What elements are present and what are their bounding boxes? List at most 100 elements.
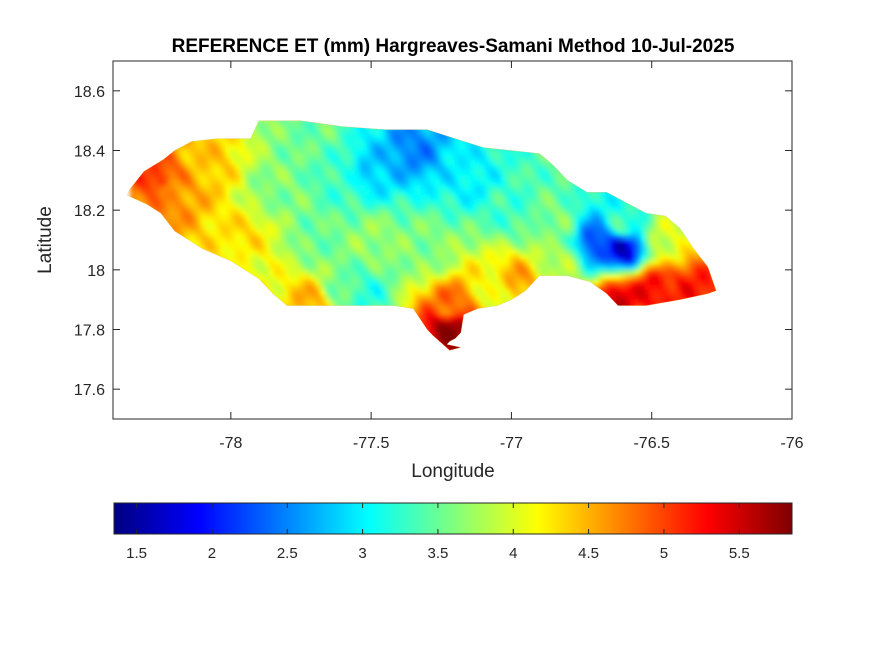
heatmap-cell bbox=[300, 240, 306, 246]
heatmap-cell bbox=[335, 300, 341, 306]
heatmap-cell bbox=[365, 275, 371, 281]
heatmap-cell bbox=[490, 190, 496, 196]
heatmap-cell bbox=[525, 165, 531, 171]
heatmap-cell bbox=[265, 280, 271, 286]
heatmap-cell bbox=[295, 225, 301, 231]
heatmap-cell bbox=[260, 215, 266, 221]
heatmap-cell bbox=[300, 220, 306, 226]
heatmap-cell bbox=[530, 265, 536, 271]
heatmap-cell bbox=[510, 250, 516, 256]
heatmap-cell bbox=[530, 225, 536, 231]
heatmap-cell bbox=[470, 230, 476, 236]
heatmap-cell bbox=[525, 240, 531, 246]
heatmap-cell bbox=[620, 225, 626, 231]
heatmap-cell bbox=[430, 220, 436, 226]
heatmap-cell bbox=[345, 215, 351, 221]
heatmap-cell bbox=[590, 260, 596, 266]
heatmap-cell bbox=[600, 205, 606, 211]
heatmap-cell bbox=[465, 200, 471, 206]
heatmap-cell bbox=[240, 170, 246, 176]
heatmap-cell bbox=[325, 255, 331, 261]
heatmap-cell bbox=[345, 240, 351, 246]
heatmap-cell bbox=[500, 265, 506, 271]
heatmap-cell bbox=[290, 155, 296, 161]
heatmap-cell bbox=[290, 295, 296, 301]
heatmap-cell bbox=[515, 160, 521, 166]
heatmap-cell bbox=[440, 150, 446, 156]
heatmap-cell bbox=[225, 185, 231, 191]
heatmap-cell bbox=[245, 240, 251, 246]
heatmap-cell bbox=[300, 125, 306, 131]
heatmap-cell bbox=[315, 295, 321, 301]
heatmap-cell bbox=[355, 275, 361, 281]
heatmap-cell bbox=[435, 270, 441, 276]
heatmap-cell bbox=[255, 235, 261, 241]
heatmap-cell bbox=[210, 160, 216, 166]
heatmap-cell bbox=[410, 250, 416, 256]
heatmap-cell bbox=[195, 185, 201, 191]
heatmap-cell bbox=[610, 270, 616, 276]
heatmap-cell bbox=[245, 220, 251, 226]
heatmap-cell bbox=[285, 220, 291, 226]
heatmap-cell bbox=[600, 220, 606, 226]
heatmap-cell bbox=[545, 180, 551, 186]
heatmap-cell bbox=[525, 215, 531, 221]
heatmap-cell bbox=[160, 160, 166, 166]
heatmap-cell bbox=[490, 225, 496, 231]
heatmap-cell bbox=[270, 210, 276, 216]
heatmap-cell bbox=[405, 250, 411, 256]
heatmap-cell bbox=[465, 280, 471, 286]
heatmap-cell bbox=[445, 300, 451, 306]
heatmap-cell bbox=[605, 265, 611, 271]
heatmap-cell bbox=[270, 230, 276, 236]
heatmap-cell bbox=[600, 265, 606, 271]
heatmap-cell bbox=[270, 235, 276, 241]
heatmap-cell bbox=[400, 190, 406, 196]
heatmap-cell bbox=[240, 260, 246, 266]
heatmap-cell bbox=[325, 300, 331, 306]
heatmap-cell bbox=[295, 250, 301, 256]
heatmap-cell bbox=[575, 215, 581, 221]
heatmap-cell bbox=[240, 255, 246, 261]
heatmap-cell bbox=[320, 235, 326, 241]
heatmap-cell bbox=[450, 275, 456, 281]
heatmap-cell bbox=[345, 170, 351, 176]
heatmap-cell bbox=[255, 135, 261, 141]
heatmap-cell bbox=[365, 170, 371, 176]
heatmap-cell bbox=[155, 200, 161, 206]
heatmap-cell bbox=[265, 235, 271, 241]
heatmap-cell bbox=[455, 310, 461, 316]
heatmap-cell bbox=[370, 140, 376, 146]
heatmap-cell bbox=[340, 240, 346, 246]
heatmap-cell bbox=[570, 185, 576, 191]
heatmap-cell bbox=[255, 200, 261, 206]
heatmap-cell bbox=[605, 210, 611, 216]
heatmap-cell bbox=[390, 220, 396, 226]
heatmap-cell bbox=[230, 150, 236, 156]
heatmap-cell bbox=[275, 280, 281, 286]
heatmap-cell bbox=[505, 285, 511, 291]
heatmap-cell bbox=[390, 300, 396, 306]
heatmap-cell bbox=[230, 185, 236, 191]
heatmap-cell bbox=[355, 215, 361, 221]
heatmap-cell bbox=[570, 205, 576, 211]
heatmap-cell bbox=[275, 165, 281, 171]
heatmap-cell bbox=[385, 205, 391, 211]
heatmap-cell bbox=[150, 195, 156, 201]
heatmap-cell bbox=[240, 175, 246, 181]
heatmap-cell bbox=[315, 155, 321, 161]
heatmap-cell bbox=[460, 165, 466, 171]
heatmap-cell bbox=[300, 215, 306, 221]
heatmap-cell bbox=[505, 210, 511, 216]
heatmap-cell bbox=[455, 240, 461, 246]
heatmap-cell bbox=[320, 210, 326, 216]
heatmap-cell bbox=[310, 195, 316, 201]
heatmap-cell bbox=[265, 285, 271, 291]
heatmap-cell bbox=[445, 145, 451, 151]
heatmap-cell bbox=[245, 185, 251, 191]
heatmap-cell bbox=[300, 205, 306, 211]
heatmap-cell bbox=[290, 220, 296, 226]
heatmap-cell bbox=[260, 245, 266, 251]
heatmap-cell bbox=[420, 305, 426, 311]
heatmap-cell bbox=[580, 220, 586, 226]
